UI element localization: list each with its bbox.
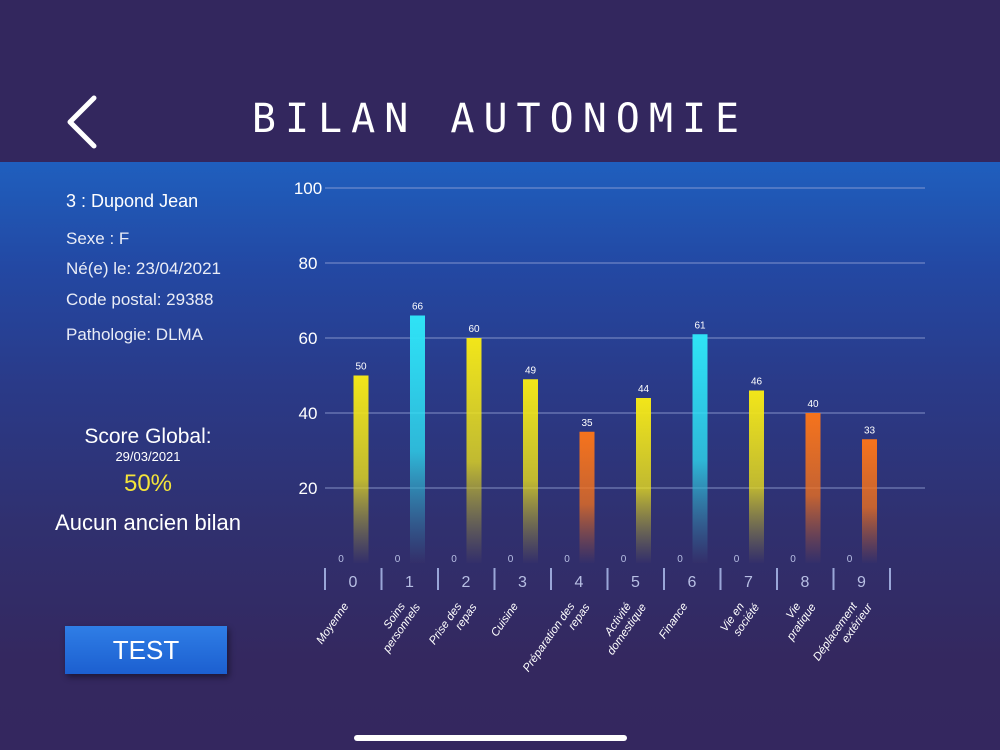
bar-7 bbox=[749, 390, 764, 563]
bar-8 bbox=[805, 413, 821, 563]
patient-sex: Sexe : F bbox=[66, 229, 130, 248]
x-tick-label: 4 bbox=[575, 574, 584, 591]
bar-5 bbox=[636, 398, 651, 563]
x-tick-label: 8 bbox=[801, 574, 810, 591]
score-panel: Score Global: 29/03/2021 50% Aucun ancie… bbox=[30, 425, 266, 536]
y-tick-label: 20 bbox=[299, 479, 318, 498]
bar-zero-label: 0 bbox=[451, 554, 457, 565]
bar-value-label: 61 bbox=[694, 320, 706, 331]
bar-value-label: 66 bbox=[412, 302, 424, 313]
bar-zero-label: 0 bbox=[564, 554, 570, 565]
previous-assessment-text: Aucun ancien bilan bbox=[55, 510, 241, 535]
bar-zero-label: 0 bbox=[847, 554, 853, 565]
header-bar bbox=[0, 0, 1000, 162]
x-tick-label: 5 bbox=[631, 574, 640, 591]
y-tick-label: 80 bbox=[299, 254, 318, 273]
x-tick-label: 7 bbox=[744, 574, 753, 591]
bar-9 bbox=[862, 439, 877, 563]
back-button[interactable] bbox=[58, 92, 108, 154]
x-tick-label: 0 bbox=[349, 574, 358, 591]
bar-zero-label: 0 bbox=[508, 554, 514, 565]
score-date: 29/03/2021 bbox=[115, 449, 181, 464]
bar-1 bbox=[410, 315, 425, 563]
bar-value-label: 49 bbox=[525, 365, 537, 376]
bar-value-label: 33 bbox=[864, 425, 876, 436]
bar-zero-label: 0 bbox=[677, 554, 683, 565]
home-indicator[interactable] bbox=[354, 735, 627, 741]
x-tick-label: 2 bbox=[462, 574, 471, 591]
category-name-line: Préparation des bbox=[521, 601, 578, 675]
bar-zero-label: 0 bbox=[338, 554, 344, 565]
bar-value-label: 44 bbox=[638, 384, 650, 395]
patient-pathology: Pathologie: DLMA bbox=[66, 325, 204, 344]
x-tick-label: 6 bbox=[688, 574, 697, 591]
category-name-line: Moyenne bbox=[314, 601, 351, 647]
x-tick-label: 9 bbox=[857, 574, 866, 591]
test-button[interactable]: TEST bbox=[65, 626, 227, 674]
page-title: BILAN AUTONOMIE bbox=[251, 96, 749, 142]
score-title: Score Global: bbox=[84, 425, 212, 448]
y-tick-label: 40 bbox=[299, 404, 318, 423]
bar-zero-label: 0 bbox=[621, 554, 627, 565]
patient-postal-code: Code postal: 29388 bbox=[66, 290, 214, 309]
category-name-label: Finance bbox=[657, 601, 690, 641]
bar-4 bbox=[579, 431, 595, 563]
bar-value-label: 40 bbox=[807, 399, 819, 410]
y-tick-label: 60 bbox=[299, 329, 318, 348]
bar-value-label: 46 bbox=[751, 377, 763, 388]
category-name-label: Moyenne bbox=[314, 601, 351, 647]
y-tick-label: 100 bbox=[294, 179, 322, 198]
bar-value-label: 35 bbox=[581, 418, 593, 429]
x-tick-label: 3 bbox=[518, 574, 527, 591]
bar-zero-label: 0 bbox=[395, 554, 401, 565]
bar-3 bbox=[523, 379, 538, 563]
bar-6 bbox=[692, 334, 708, 563]
chevron-left-icon bbox=[67, 95, 97, 149]
bar-value-label: 60 bbox=[468, 324, 480, 335]
bar-zero-label: 0 bbox=[790, 554, 796, 565]
bar-value-label: 50 bbox=[355, 362, 367, 373]
category-name-label: Cuisine bbox=[489, 601, 521, 639]
bar-zero-label: 0 bbox=[734, 554, 740, 565]
bar-0 bbox=[353, 375, 369, 563]
x-tick-label: 1 bbox=[405, 574, 414, 591]
patient-birthdate: Né(e) le: 23/04/2021 bbox=[66, 259, 221, 278]
category-name-line: Finance bbox=[657, 601, 690, 641]
bar-2 bbox=[466, 338, 482, 563]
category-name-line: Cuisine bbox=[489, 601, 521, 639]
score-value: 50% bbox=[123, 470, 173, 497]
patient-name: 3 : Dupond Jean bbox=[66, 191, 199, 211]
